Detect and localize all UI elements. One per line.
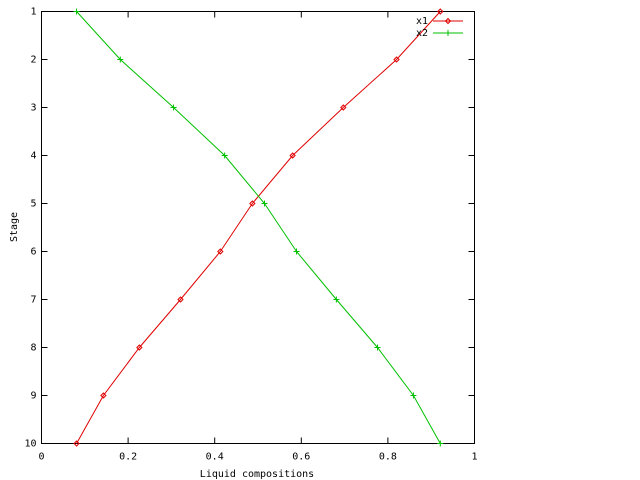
point-marker	[293, 248, 300, 255]
y-tick-label: 2	[30, 55, 36, 66]
point-marker	[117, 56, 124, 63]
y-tick-label: 10	[24, 439, 36, 450]
x-tick-label: 0.2	[119, 452, 137, 463]
x-axis-label: Liquid compositions	[200, 469, 314, 480]
x-tick-label: 0	[38, 452, 44, 463]
y-tick-label: 5	[30, 199, 36, 210]
y-tick-label: 8	[30, 343, 36, 354]
y-tick-label: 7	[30, 295, 36, 306]
point-marker	[374, 344, 381, 351]
y-tick-label: 1	[30, 7, 36, 18]
y-tick-label: 6	[30, 247, 36, 258]
point-marker	[410, 392, 417, 399]
point-marker	[136, 344, 143, 351]
series-line	[76, 11, 441, 444]
point-marker	[445, 30, 451, 36]
point-marker	[73, 8, 80, 15]
point-marker	[100, 392, 107, 399]
legend-label: x1	[416, 16, 428, 27]
y-axis-label: Stage	[9, 212, 20, 242]
point-marker	[340, 104, 347, 111]
point-marker	[177, 296, 184, 303]
point-marker	[437, 440, 444, 447]
y-tick-label: 9	[30, 391, 36, 402]
point-marker	[444, 17, 452, 25]
point-marker	[73, 440, 80, 447]
point-marker	[333, 296, 340, 303]
x-tick-label: 0.4	[206, 452, 224, 463]
point-marker	[249, 200, 256, 207]
point-marker	[437, 8, 444, 15]
series-line	[76, 11, 441, 444]
point-marker	[217, 248, 224, 255]
x-tick-label: 0.6	[292, 452, 310, 463]
plot-frame	[41, 11, 475, 444]
point-marker	[289, 152, 296, 159]
y-tick-label: 3	[30, 103, 36, 114]
x-tick-label: 0.8	[379, 452, 397, 463]
point-marker	[221, 152, 228, 159]
point-marker	[261, 200, 268, 207]
point-marker	[170, 104, 177, 111]
y-tick-label: 4	[30, 151, 36, 162]
legend-label: x2	[416, 28, 428, 39]
point-marker	[393, 56, 400, 63]
x-tick-label: 1	[471, 452, 477, 463]
